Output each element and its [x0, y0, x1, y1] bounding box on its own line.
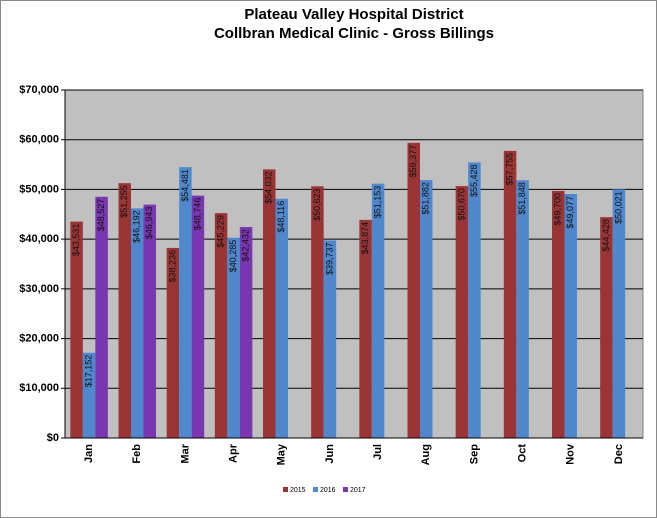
data-label: $49,077: [565, 196, 575, 229]
bar: [191, 195, 205, 438]
data-label: $57,755: [504, 153, 514, 186]
x-tick-label: Jun: [324, 444, 336, 464]
bar: [275, 198, 288, 438]
x-tick-label: Dec: [613, 444, 625, 464]
bar: [323, 240, 337, 438]
bar: [552, 190, 565, 438]
data-label: $46,943: [144, 207, 154, 240]
bar: [503, 150, 517, 439]
bar: [95, 196, 108, 438]
bar: [468, 162, 481, 438]
data-label: $50,670: [456, 188, 466, 221]
bar: [166, 247, 180, 438]
legend-label: 2017: [350, 487, 366, 494]
chart-title: Plateau Valley Hospital District: [244, 6, 463, 23]
y-tick-label: $40,000: [19, 233, 59, 245]
x-tick-label: Nov: [565, 443, 577, 465]
data-label: $54,481: [180, 169, 190, 202]
data-label: $48,527: [96, 199, 106, 232]
x-tick-label: Jul: [372, 444, 384, 460]
bar: [612, 189, 626, 438]
data-label: $45,229: [215, 215, 225, 248]
bar: [82, 352, 96, 438]
legend-swatch: [283, 487, 288, 492]
y-tick-label: $0: [47, 432, 59, 444]
x-tick-label: Oct: [516, 444, 528, 463]
data-label: $44,428: [601, 219, 611, 252]
bar: [420, 180, 433, 439]
bar: [455, 186, 469, 438]
x-tick-label: Mar: [179, 443, 191, 463]
data-label: $42,432: [240, 229, 250, 262]
bar: [239, 227, 253, 438]
legend-swatch: [313, 487, 318, 492]
bar: [70, 221, 83, 438]
data-label: $40,285: [228, 240, 238, 273]
y-tick-label: $30,000: [19, 283, 59, 295]
data-label: $43,874: [360, 222, 370, 255]
bar: [214, 213, 228, 438]
chart-subtitle: Collbran Medical Clinic - Gross Billings: [214, 25, 494, 42]
y-tick-label: $10,000: [19, 382, 59, 394]
data-label: $50,623: [312, 188, 322, 221]
y-tick-label: $70,000: [19, 84, 59, 96]
x-tick-label: Feb: [131, 444, 143, 464]
bar: [179, 167, 192, 438]
y-tick-label: $50,000: [19, 183, 59, 195]
data-label: $55,428: [469, 164, 479, 197]
bar: [131, 208, 144, 438]
x-tick-label: Jan: [83, 444, 95, 463]
legend-label: 2016: [320, 487, 336, 494]
y-tick-label: $60,000: [19, 134, 59, 146]
data-label: $54,032: [264, 171, 274, 204]
x-tick-label: May: [276, 443, 288, 465]
data-label: $51,882: [421, 182, 431, 215]
data-label: $59,377: [408, 145, 418, 178]
bar: [118, 183, 131, 438]
legend-label: 2015: [290, 487, 306, 494]
bar: [227, 237, 240, 438]
data-label: $51,848: [517, 182, 527, 215]
x-tick-label: Aug: [420, 444, 432, 465]
x-tick-label: Sep: [468, 444, 480, 464]
data-label: $48,746: [192, 198, 202, 231]
bar: [407, 142, 420, 438]
bar: [311, 186, 324, 438]
data-label: $49,700: [553, 193, 563, 226]
data-label: $17,152: [83, 355, 93, 388]
data-label: $39,737: [324, 242, 334, 275]
plot-area: [64, 89, 644, 439]
bar: [359, 219, 372, 438]
x-tick-label: Apr: [227, 443, 239, 463]
bar: [564, 194, 577, 438]
data-label: $46,192: [132, 210, 142, 243]
bar: [600, 217, 613, 438]
data-label: $43,531: [71, 224, 81, 257]
legend-swatch: [343, 487, 348, 492]
data-label: $50,021: [613, 191, 623, 224]
data-label: $51,255: [119, 185, 129, 218]
y-tick-label: $20,000: [19, 332, 59, 344]
data-label: $48,116: [276, 201, 286, 233]
bar: [371, 183, 385, 438]
data-label: $38,236: [167, 250, 177, 283]
data-label: $51,153: [372, 186, 382, 219]
bar: [516, 180, 529, 438]
bar: [143, 204, 156, 438]
bar: [263, 169, 276, 438]
